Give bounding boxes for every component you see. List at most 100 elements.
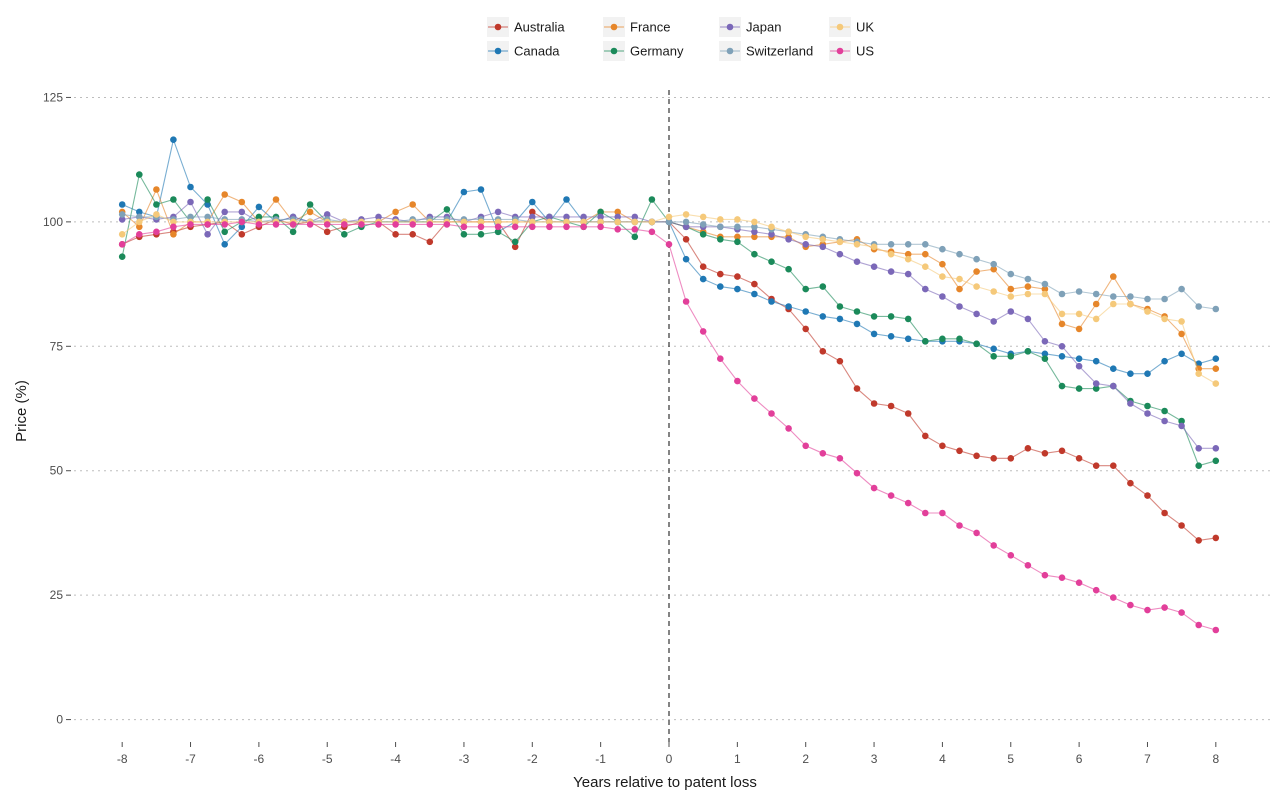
x-tick-label: 3 [871, 752, 878, 766]
data-point-uk [477, 218, 485, 226]
data-point-japan [1075, 362, 1083, 370]
data-point-germany [1178, 417, 1185, 425]
data-point-uk [819, 236, 827, 243]
data-point-australia [922, 432, 929, 440]
data-point-us [255, 221, 263, 228]
data-point-uk [887, 250, 895, 258]
data-point-australia [392, 231, 399, 238]
data-point-france [734, 233, 741, 241]
data-point-germany [734, 238, 741, 246]
data-point-us [751, 395, 758, 402]
data-point-australia [529, 208, 536, 216]
data-point-japan [887, 268, 895, 275]
data-point-germany [1195, 462, 1202, 470]
data-point-japan [922, 285, 929, 293]
data-point-france [1092, 300, 1100, 308]
data-point-canada [853, 320, 861, 328]
x-tick-label: -7 [185, 752, 196, 766]
data-point-germany [785, 265, 792, 273]
data-point-australia [323, 228, 331, 236]
data-point-switzerland [1075, 288, 1083, 295]
data-point-france [1110, 273, 1117, 280]
data-point-canada [819, 313, 827, 320]
legend-label: Switzerland [746, 44, 813, 59]
data-point-us [922, 509, 929, 517]
data-point-switzerland [887, 241, 895, 248]
data-point-uk [1058, 310, 1066, 318]
data-point-france [272, 196, 280, 203]
legend-key-point [610, 23, 618, 31]
series-us [118, 218, 1220, 634]
data-point-germany [990, 353, 997, 360]
data-point-uk [665, 213, 673, 221]
data-point-us [306, 221, 314, 228]
series-switzerland [118, 211, 1220, 313]
data-point-canada [477, 186, 485, 193]
data-point-switzerland [734, 223, 741, 231]
data-point-us [819, 450, 827, 457]
data-point-germany [1144, 402, 1151, 410]
data-point-canada [118, 201, 126, 208]
data-point-japan [785, 236, 792, 243]
data-point-germany [443, 206, 451, 213]
data-point-us [1161, 604, 1168, 611]
data-point-france [1058, 320, 1066, 328]
x-tick-label: 6 [1076, 752, 1083, 766]
data-point-germany [477, 231, 485, 238]
data-point-uk [597, 218, 604, 226]
data-point-australia [682, 236, 690, 243]
data-point-canada [990, 345, 997, 353]
data-point-japan [494, 208, 502, 216]
legend-key-point [610, 47, 618, 55]
data-point-uk [1007, 293, 1015, 300]
data-point-canada [238, 223, 246, 231]
x-tick-label: -8 [117, 752, 128, 766]
x-tick-label: -5 [322, 752, 333, 766]
data-point-us [409, 221, 417, 228]
legend-key-point [836, 23, 844, 31]
data-point-germany [306, 201, 314, 208]
data-point-canada [255, 203, 263, 211]
data-point-uk [734, 216, 741, 223]
data-point-canada [1058, 353, 1066, 360]
data-point-australia [990, 455, 997, 462]
data-point-france [153, 186, 160, 193]
data-point-australia [1007, 455, 1015, 462]
data-point-france [614, 208, 621, 216]
data-point-us [1212, 626, 1220, 634]
data-point-us [323, 221, 331, 228]
data-point-uk [1195, 370, 1202, 378]
data-point-germany [819, 283, 827, 290]
data-point-uk [751, 218, 758, 226]
legend-item-switzerland: Switzerland [719, 41, 813, 61]
x-tick-label: -3 [459, 752, 470, 766]
data-point-canada [1092, 357, 1100, 365]
data-point-canada [1127, 370, 1134, 378]
data-point-france [306, 208, 314, 216]
data-point-us [375, 221, 382, 228]
data-point-australia [1075, 455, 1083, 462]
data-point-uk [511, 218, 519, 226]
data-point-germany [1212, 457, 1220, 465]
data-point-us [1075, 579, 1083, 586]
data-point-us [1041, 571, 1049, 579]
data-point-france [409, 201, 417, 208]
data-point-us [768, 410, 775, 417]
data-point-canada [1144, 370, 1151, 378]
data-point-us [1127, 601, 1134, 609]
data-point-uk [1075, 310, 1083, 318]
data-point-uk [870, 243, 878, 251]
data-point-japan [204, 231, 211, 238]
x-tick-label: 0 [666, 752, 673, 766]
data-point-japan [580, 213, 587, 221]
data-point-uk [1178, 318, 1185, 325]
data-point-australia [734, 273, 741, 280]
data-point-japan [563, 213, 570, 221]
data-point-japan [238, 208, 246, 216]
data-point-australia [956, 447, 963, 455]
data-point-japan [221, 208, 228, 216]
x-tick-label: -4 [390, 752, 401, 766]
data-point-japan [870, 263, 878, 271]
data-point-uk [785, 228, 792, 236]
